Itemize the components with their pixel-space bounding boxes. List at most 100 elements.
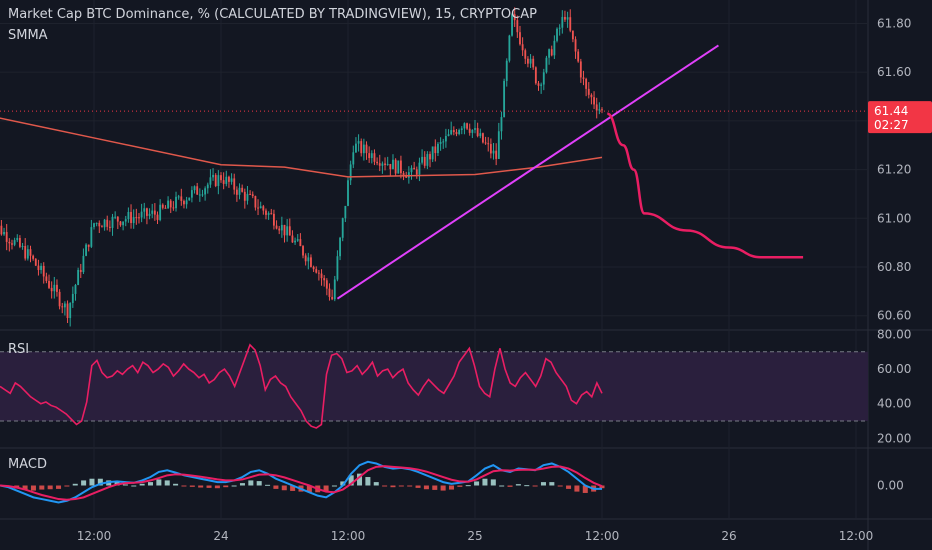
candle[interactable] bbox=[317, 272, 320, 274]
candle[interactable] bbox=[437, 143, 439, 154]
candle[interactable] bbox=[291, 235, 294, 243]
candle[interactable] bbox=[272, 213, 275, 226]
candle[interactable] bbox=[339, 237, 341, 257]
candle[interactable] bbox=[212, 174, 214, 178]
candle[interactable] bbox=[444, 135, 447, 142]
candle[interactable] bbox=[267, 213, 270, 215]
candle[interactable] bbox=[574, 39, 577, 52]
candle[interactable] bbox=[537, 83, 540, 86]
candle[interactable] bbox=[370, 153, 373, 159]
candle[interactable] bbox=[561, 16, 564, 28]
candle[interactable] bbox=[299, 239, 302, 247]
candle[interactable] bbox=[593, 97, 595, 105]
candle[interactable] bbox=[325, 280, 328, 289]
candle[interactable] bbox=[138, 217, 140, 219]
candle[interactable] bbox=[103, 219, 106, 228]
candle[interactable] bbox=[590, 94, 593, 98]
candle[interactable] bbox=[114, 216, 117, 218]
candle[interactable] bbox=[190, 190, 193, 198]
candle[interactable] bbox=[61, 306, 64, 308]
candle[interactable] bbox=[58, 291, 61, 307]
candle[interactable] bbox=[206, 184, 209, 189]
candle[interactable] bbox=[32, 255, 35, 259]
candle[interactable] bbox=[69, 302, 72, 319]
candle[interactable] bbox=[95, 222, 98, 224]
candle[interactable] bbox=[503, 80, 506, 118]
candle[interactable] bbox=[376, 161, 379, 164]
candle[interactable] bbox=[545, 57, 548, 73]
candle[interactable] bbox=[296, 239, 299, 241]
candle[interactable] bbox=[42, 265, 45, 277]
candle[interactable] bbox=[532, 58, 535, 68]
candle[interactable] bbox=[13, 240, 16, 245]
candle[interactable] bbox=[585, 78, 588, 89]
candle[interactable] bbox=[143, 208, 146, 212]
candle[interactable] bbox=[111, 216, 114, 228]
candle[interactable] bbox=[566, 17, 569, 20]
candle[interactable] bbox=[442, 141, 445, 143]
candle[interactable] bbox=[93, 223, 95, 228]
candle[interactable] bbox=[418, 162, 421, 175]
macd-pane[interactable] bbox=[0, 460, 605, 504]
candle[interactable] bbox=[48, 280, 50, 288]
candle[interactable] bbox=[320, 273, 323, 279]
candle[interactable] bbox=[556, 28, 558, 41]
candle[interactable] bbox=[439, 142, 442, 144]
candle[interactable] bbox=[214, 174, 217, 186]
candle[interactable] bbox=[304, 255, 307, 262]
candle[interactable] bbox=[37, 265, 40, 271]
candle[interactable] bbox=[466, 123, 468, 129]
candle[interactable] bbox=[185, 200, 188, 205]
candle[interactable] bbox=[259, 206, 262, 209]
candle[interactable] bbox=[582, 77, 585, 79]
candle[interactable] bbox=[217, 175, 220, 186]
candle[interactable] bbox=[135, 217, 138, 219]
candle[interactable] bbox=[497, 131, 500, 159]
candle[interactable] bbox=[426, 154, 429, 166]
candle[interactable] bbox=[429, 154, 431, 160]
candle[interactable] bbox=[11, 243, 13, 245]
candle[interactable] bbox=[468, 128, 471, 133]
candle[interactable] bbox=[246, 193, 249, 201]
candle[interactable] bbox=[108, 226, 111, 228]
candle[interactable] bbox=[595, 104, 598, 111]
candle[interactable] bbox=[315, 269, 318, 273]
candle[interactable] bbox=[40, 265, 43, 271]
candle[interactable] bbox=[365, 144, 368, 154]
candle[interactable] bbox=[0, 225, 3, 235]
candle[interactable] bbox=[392, 159, 394, 170]
candle[interactable] bbox=[29, 249, 32, 256]
candle[interactable] bbox=[534, 67, 537, 84]
candle[interactable] bbox=[238, 187, 241, 195]
candle[interactable] bbox=[344, 205, 347, 219]
candle[interactable] bbox=[209, 177, 212, 185]
candle[interactable] bbox=[122, 221, 125, 226]
candle[interactable] bbox=[526, 58, 529, 64]
candle[interactable] bbox=[34, 258, 37, 266]
candle[interactable] bbox=[56, 284, 58, 292]
rsi-pane[interactable] bbox=[0, 343, 868, 429]
candle[interactable] bbox=[26, 249, 29, 259]
candle[interactable] bbox=[331, 296, 334, 300]
candle[interactable] bbox=[587, 88, 590, 95]
candle[interactable] bbox=[312, 266, 315, 270]
candle[interactable] bbox=[228, 176, 230, 182]
candle[interactable] bbox=[479, 133, 482, 137]
candle[interactable] bbox=[513, 14, 516, 21]
candle[interactable] bbox=[116, 216, 119, 222]
candle[interactable] bbox=[463, 123, 466, 129]
candle[interactable] bbox=[378, 163, 381, 166]
candle[interactable] bbox=[45, 276, 48, 281]
candle[interactable] bbox=[521, 44, 524, 51]
candle[interactable] bbox=[548, 49, 551, 58]
candle[interactable] bbox=[571, 30, 574, 40]
candle[interactable] bbox=[87, 244, 90, 247]
candle[interactable] bbox=[288, 226, 291, 236]
candle[interactable] bbox=[349, 164, 352, 181]
candle[interactable] bbox=[278, 228, 281, 231]
candle[interactable] bbox=[519, 32, 521, 45]
candle[interactable] bbox=[415, 169, 418, 175]
candle[interactable] bbox=[579, 61, 582, 78]
candle[interactable] bbox=[24, 245, 27, 259]
candle[interactable] bbox=[421, 156, 424, 163]
